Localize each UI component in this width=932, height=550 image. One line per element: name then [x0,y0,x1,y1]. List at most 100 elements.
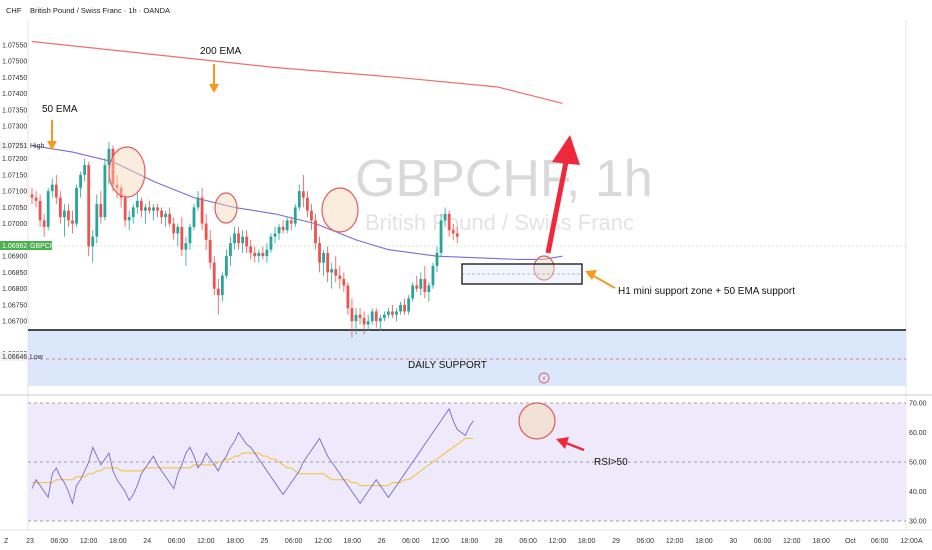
current-symbol: GBPCHF [30,243,59,250]
candle [160,207,163,224]
candle [326,246,330,283]
candle-body [435,252,439,266]
candlesticks [30,142,459,338]
candle-body [370,311,374,322]
time-tick-label: 12:00 [783,538,801,545]
candle [83,158,87,182]
low-value: 1.06646 [2,354,27,361]
high-label: High [30,143,45,150]
candle-body [204,223,208,240]
candle-body [63,210,66,218]
candle-body [115,184,119,188]
time-tick-label: 12:00 [666,538,684,545]
candle [241,230,244,253]
candle [322,249,325,276]
candle-body [281,226,285,231]
current-symbol-tag [28,241,52,250]
candle [455,226,459,244]
candle-body [318,243,321,263]
time-tick-label: 06:00 [871,538,889,545]
price-tick-label: 1.06850 [2,270,27,277]
time-tick-label: 23 [26,538,34,545]
lightning-glyph: ⚡ [542,375,547,383]
price-tick-label: 1.07300 [2,124,27,131]
candle-body [34,197,38,201]
price-tick-label: 1.07500 [2,59,27,66]
candle [172,217,176,240]
candle [443,207,447,227]
candle-body [330,269,334,273]
current-value: 1.06962 [2,243,27,250]
candle-body [208,239,212,263]
candle [435,246,439,273]
time-tick-label: 12:00 [549,538,567,545]
candle [30,187,34,205]
candle-body [443,213,447,221]
candle [99,191,103,224]
candle [164,210,168,227]
candle [431,262,435,289]
highlight-circle-3 [321,187,359,233]
low-tag-bg [0,352,28,361]
candle [447,210,451,237]
rsi-ma-series [32,437,474,487]
price-tick-label: 1.06900 [2,254,27,261]
candle [399,301,402,315]
candle [257,249,261,263]
candle-body [127,217,131,221]
candle [362,311,366,335]
candle [220,272,224,302]
price-tick-label: 1.07400 [2,91,27,98]
rsi-tick-label: 70.00 [909,401,927,408]
candle [196,191,200,211]
rsi-label: RSI>50 [594,457,628,468]
time-tick-label: 18:00 [695,538,713,545]
time-tick-label: 18:00 [812,538,830,545]
time-tick-label: 12:00 [314,538,332,545]
candle-body [54,184,58,198]
candle-body [322,252,325,263]
rsi-ma-line [32,437,474,487]
time-tick-label: 18:00 [578,538,596,545]
price-tick-label: 1.06750 [2,303,27,310]
candle [269,233,273,253]
candle-body [200,197,204,224]
candle-body [411,285,415,299]
candle [212,256,216,296]
candle [180,217,184,257]
candle-body [423,278,427,292]
time-tick-label: 25 [261,538,269,545]
candle [265,243,269,263]
candle-body [176,226,180,234]
candle-body [192,207,196,227]
candle-body [50,184,54,192]
candle-body [220,275,224,296]
candle-body [289,220,293,224]
candle-body [160,210,163,218]
candle [50,178,54,198]
candle [115,174,119,198]
candle [71,210,74,234]
candle [387,308,390,318]
bottom-right-icon[interactable]: A [918,538,923,545]
bullish-arrow-head [552,135,580,165]
rsi-arrow-head [556,437,569,449]
candle [63,204,66,237]
price-tick-label: 1.07050 [2,205,27,212]
lightning-icon[interactable] [538,372,550,384]
ema200-series [31,40,563,104]
bottom-left-icon[interactable]: Z [4,538,9,545]
candle [156,204,159,218]
price-tick-label: 1.07350 [2,107,27,114]
candle [427,282,431,302]
rsi-tick-label: 40.00 [909,489,927,496]
candle-body [297,191,301,208]
candle-body [131,207,135,218]
candle [354,308,358,335]
candle-body [103,165,107,218]
candle-body [362,317,366,325]
candle [338,265,342,289]
candle [131,204,135,224]
ema200-arrow-head [209,84,219,93]
